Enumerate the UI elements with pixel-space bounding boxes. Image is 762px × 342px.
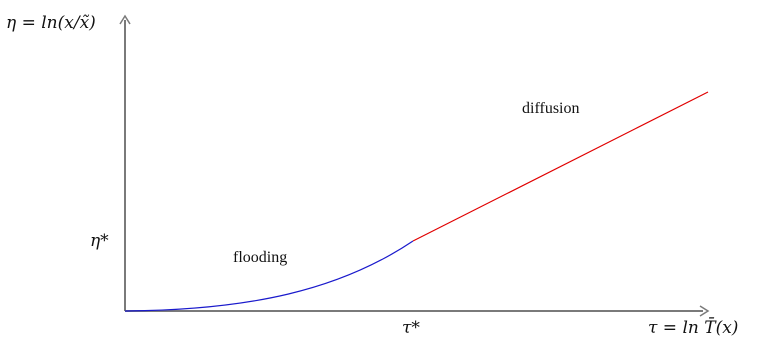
diffusion-line (412, 91, 709, 242)
y-axis-arrowhead (119, 14, 131, 25)
diffusion-label: diffusion (522, 100, 579, 117)
x-axis-label: τ = ln T̄(x) (648, 316, 738, 338)
y-axis-label: η = ln(x/x̃) (6, 13, 96, 33)
eta-star-label: η* (90, 231, 109, 251)
tau-star-label: τ* (402, 318, 420, 338)
x-axis-arrowhead (699, 305, 710, 317)
flooding-label: flooding (233, 249, 287, 266)
flooding-curve (124, 240, 414, 312)
